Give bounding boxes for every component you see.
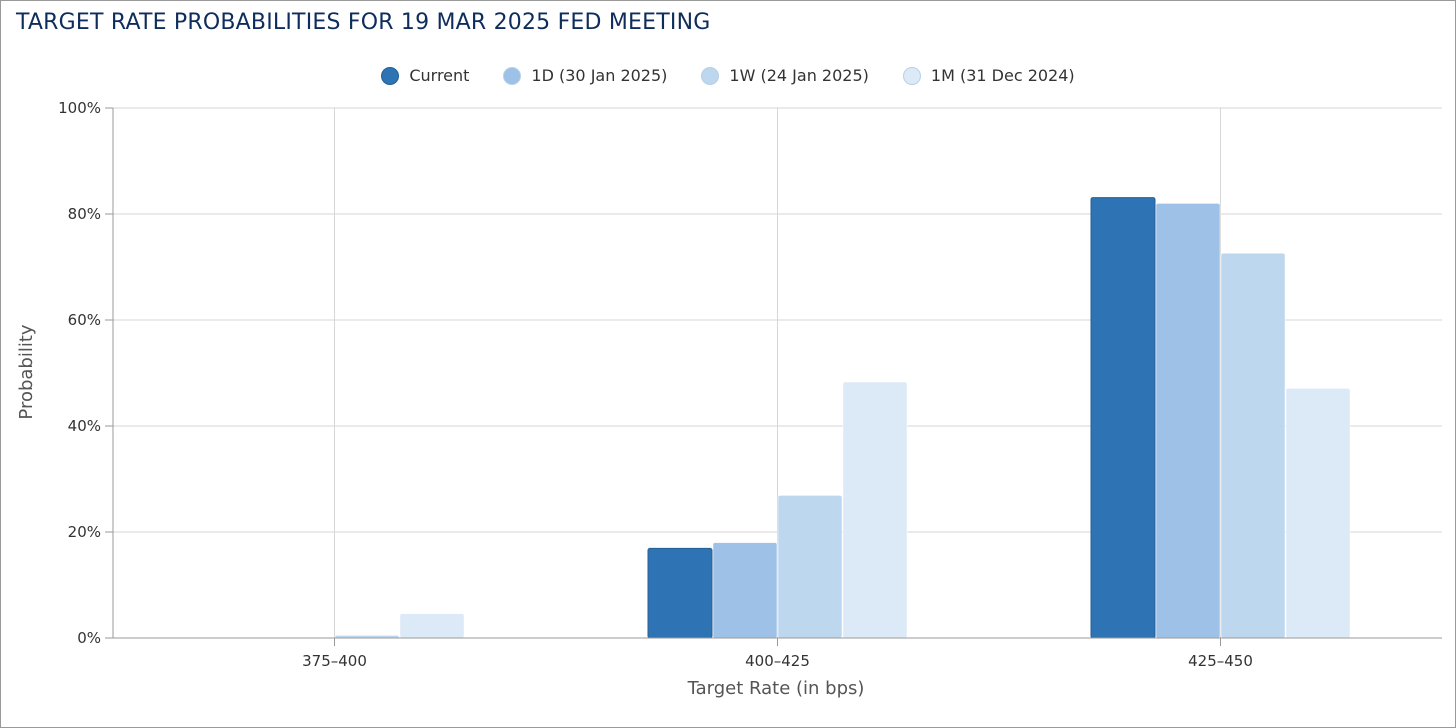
y-tick-label: 100%: [58, 99, 101, 117]
legend-swatch-1d: [503, 66, 522, 85]
grid-lines: [113, 107, 1442, 638]
bar-1d-400-425: [712, 542, 778, 639]
legend-item-1d[interactable]: 1D (30 Jan 2025): [503, 66, 667, 85]
chart-title: TARGET RATE PROBABILITIES FOR 19 MAR 202…: [16, 10, 711, 35]
bar-1m-400-425: [842, 381, 908, 639]
y-tick-label: 40%: [68, 417, 101, 435]
x-axis-title: Target Rate (in bps): [687, 678, 865, 699]
chart-legend: Current 1D (30 Jan 2025) 1W (24 Jan 2025…: [0, 66, 1456, 85]
y-tick-label: 80%: [68, 205, 101, 223]
bar-1d-425-450: [1155, 203, 1221, 639]
legend-label-1d: 1D (30 Jan 2025): [531, 66, 668, 85]
bar-current-425-450: [1090, 197, 1156, 639]
legend-label-1m: 1M (31 Dec 2024): [930, 66, 1075, 85]
bars: [334, 197, 1351, 639]
legend-item-current[interactable]: Current: [381, 66, 469, 85]
axes: 0% 20% 40% 60% 80% 100% 375–400 400–425 425–450: [58, 99, 1442, 670]
legend-label-1w: 1W (24 Jan 2025): [729, 66, 869, 85]
bar-current-400-425: [647, 547, 713, 639]
x-tick-label: 425–450: [1188, 652, 1253, 670]
bar-1w-425-450: [1220, 252, 1286, 639]
y-tick-label: 60%: [68, 311, 101, 329]
x-tick-label: 375–400: [302, 652, 367, 670]
legend-label-current: Current: [409, 66, 470, 85]
legend-swatch-current: [381, 66, 400, 85]
y-axis-title: Probability: [16, 324, 37, 419]
legend-item-1w[interactable]: 1W (24 Jan 2025): [701, 66, 869, 85]
y-tick-label: 20%: [68, 523, 101, 541]
bar-1m-375-400: [399, 613, 465, 639]
y-tick-label: 0%: [77, 629, 101, 647]
x-tick-label: 400–425: [745, 652, 810, 670]
legend-swatch-1w: [701, 66, 720, 85]
legend-swatch-1m: [902, 66, 921, 85]
legend-item-1m[interactable]: 1M (31 Dec 2024): [902, 66, 1075, 85]
bar-1w-400-425: [777, 495, 843, 639]
bar-1m-425-450: [1285, 388, 1351, 639]
